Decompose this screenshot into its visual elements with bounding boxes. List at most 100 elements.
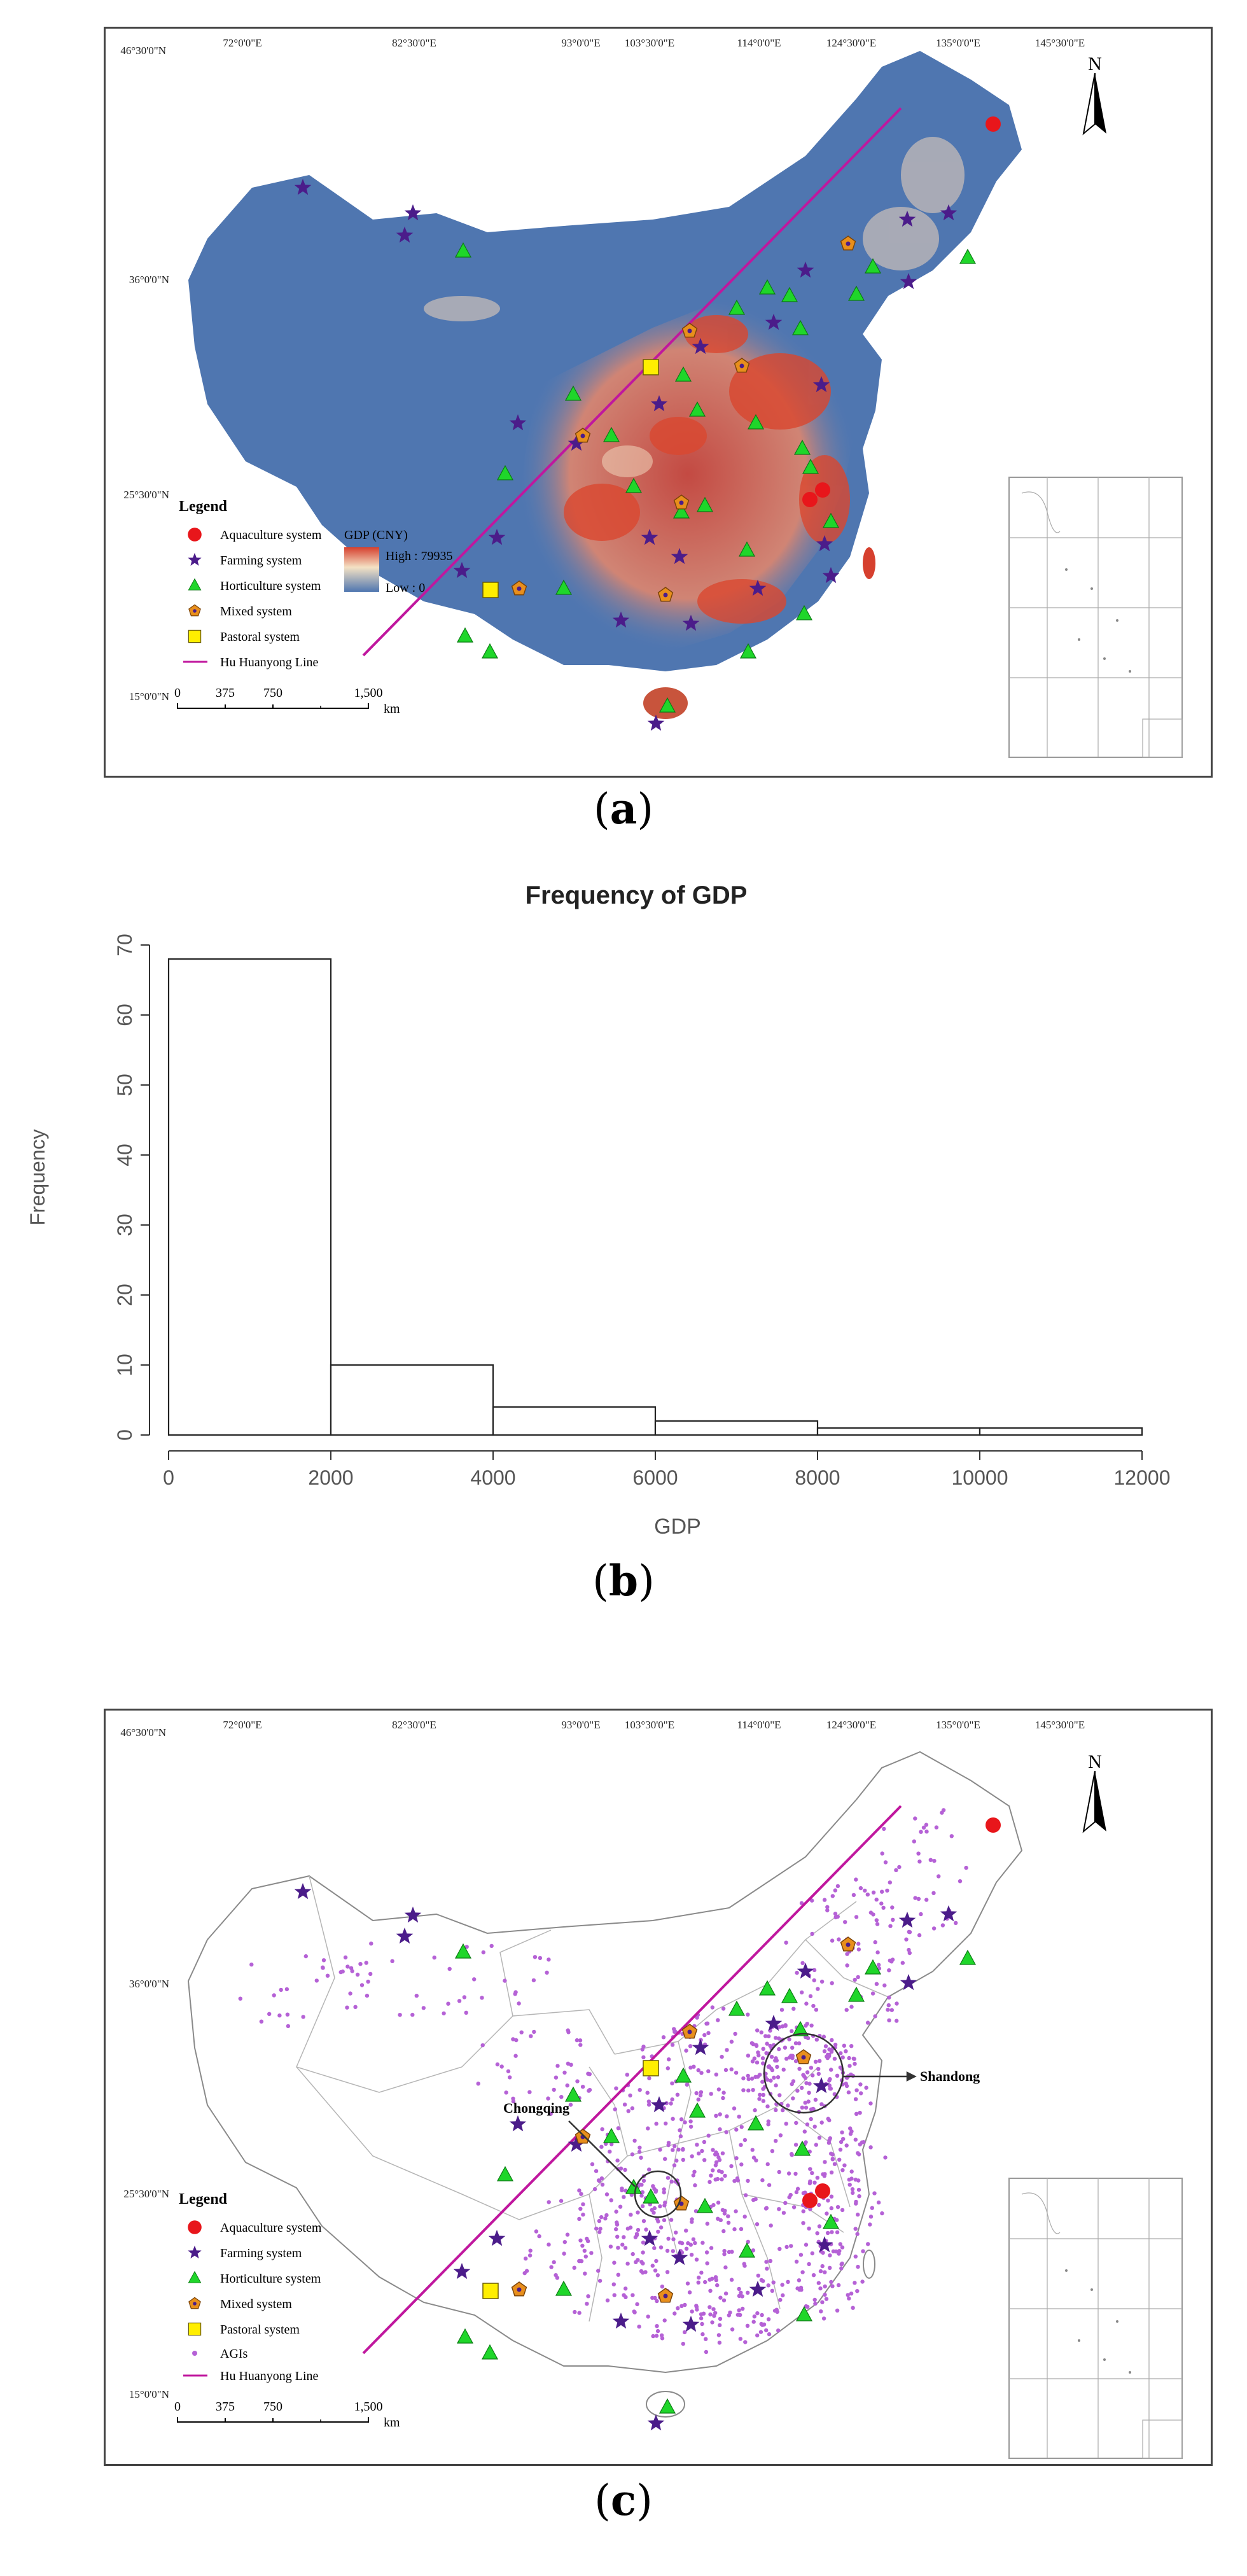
agi-dot: [763, 2034, 768, 2038]
agi-dot: [895, 2019, 899, 2023]
agi-dot: [813, 2097, 818, 2102]
caption-c: (c): [594, 2475, 653, 2525]
agi-dot: [608, 2149, 612, 2154]
agi-dot: [641, 2055, 646, 2060]
agi-dot: [575, 2038, 580, 2043]
agi-dot: [851, 2190, 855, 2195]
agi-dot: [658, 2204, 662, 2209]
agi-dot: [755, 2222, 760, 2227]
agi-dot: [714, 2072, 718, 2077]
agi-dot: [759, 2030, 763, 2034]
agi-dot: [421, 2006, 426, 2010]
legend-item: Mixed system: [220, 2297, 292, 2311]
agi-dot: [776, 2075, 781, 2080]
agi-dot: [637, 2145, 642, 2150]
agi-dot: [868, 2145, 873, 2150]
agi-dot: [723, 2173, 727, 2178]
agi-dot: [577, 2258, 582, 2264]
agi-dot: [684, 2048, 688, 2053]
legend-item: Horticulture system: [220, 579, 321, 593]
agi-dot: [524, 2269, 529, 2273]
agi-dot: [882, 1826, 886, 1831]
agi-dot: [670, 2043, 675, 2047]
agi-dot: [750, 2059, 755, 2064]
agi-dot: [755, 2333, 760, 2338]
agi-dot: [615, 2220, 619, 2225]
agi-dot: [630, 2293, 635, 2297]
lon-label: 93°0'0"E: [561, 37, 600, 49]
agi-dot: [791, 2205, 797, 2209]
agi-dot: [811, 2073, 815, 2078]
histogram-panel: Frequency of GDP 0 10 20 30 40 50 60 70 0 2000 40…: [0, 865, 1247, 1616]
agi-dot: [566, 2030, 571, 2034]
agi-dot: [681, 2341, 685, 2346]
agi-dot: [833, 1912, 838, 1916]
agi-dot: [624, 2286, 628, 2291]
x-tick-label: 4000: [470, 1466, 515, 1489]
agi-dot: [729, 2278, 734, 2282]
agi-dot: [800, 2270, 805, 2274]
agi-dot: [766, 2317, 771, 2321]
agi-dot: [931, 1926, 937, 1931]
agi-dot: [916, 1851, 921, 1856]
agi-dot: [733, 2031, 737, 2036]
agi-dot: [620, 2243, 625, 2247]
agi-dot: [872, 2191, 877, 2195]
agi-dot: [643, 2270, 648, 2274]
agi-dot: [827, 2078, 832, 2083]
agi-dot: [681, 2157, 685, 2162]
agi-dot: [641, 2250, 645, 2255]
agi-dot: [732, 2227, 737, 2232]
agi-dot: [678, 2134, 683, 2139]
agi-dot: [888, 1924, 893, 1928]
agi-dot: [722, 2249, 727, 2253]
agi-dot: [636, 2227, 641, 2232]
svg-text:750: 750: [263, 686, 282, 700]
agi-dot: [746, 2054, 751, 2058]
agi-dot: [696, 2097, 700, 2102]
agi-dot: [775, 2064, 779, 2069]
lon-label: 103°30'0"E: [625, 1719, 674, 1731]
agi-dot: [934, 1825, 939, 1830]
agi-dot: [843, 1920, 847, 1924]
agi-dot: [709, 2092, 713, 2096]
agi-dot: [614, 2209, 618, 2214]
agi-dot: [868, 2222, 872, 2227]
agi-dot: [841, 2137, 846, 2141]
agi-dot: [825, 1908, 830, 1913]
agi-dot: [737, 2308, 741, 2313]
x-tick-label: 2000: [308, 1466, 353, 1489]
agi-dot: [804, 2001, 809, 2006]
agi-dot: [823, 2292, 827, 2297]
agi-dot: [662, 2187, 666, 2192]
agi-dot: [844, 2143, 849, 2148]
agi-dot: [779, 2008, 784, 2012]
agi-dot: [887, 2018, 891, 2022]
agi-dot: [809, 2023, 814, 2028]
agi-dot: [854, 2088, 859, 2092]
agi-dots: [238, 1808, 968, 2355]
agi-dot: [722, 2211, 727, 2216]
agi-dot: [721, 2090, 726, 2095]
agi-dot: [702, 2033, 707, 2038]
agi-dot: [578, 2238, 583, 2243]
scale-bar-a: 0 375 750 1,500 km: [174, 686, 400, 716]
agi-dot: [856, 1942, 861, 1946]
agi-dot: [883, 1860, 888, 1865]
agi-dot: [819, 2309, 823, 2314]
agi-dot: [752, 2056, 756, 2061]
agi-dot: [875, 1922, 880, 1926]
agi-dot: [554, 2075, 559, 2080]
histogram-svg: Frequency of GDP 0 10 20 30 40 50 60 70 0 2000 40…: [26, 881, 1170, 1539]
agi-dot: [739, 2290, 743, 2295]
scale-bar-c: 0 375 750 1,500 km: [174, 2400, 400, 2430]
agi-dot: [840, 2055, 845, 2060]
agi-dot: [639, 2260, 644, 2264]
agi-dot: [716, 2216, 720, 2221]
legend-item: Farming system: [220, 554, 302, 568]
agi-dot: [368, 1971, 373, 1977]
agi-dot: [499, 2064, 504, 2069]
agi-dot: [907, 1947, 911, 1952]
agi-dot: [640, 2204, 645, 2209]
agi-dot: [726, 2214, 730, 2218]
